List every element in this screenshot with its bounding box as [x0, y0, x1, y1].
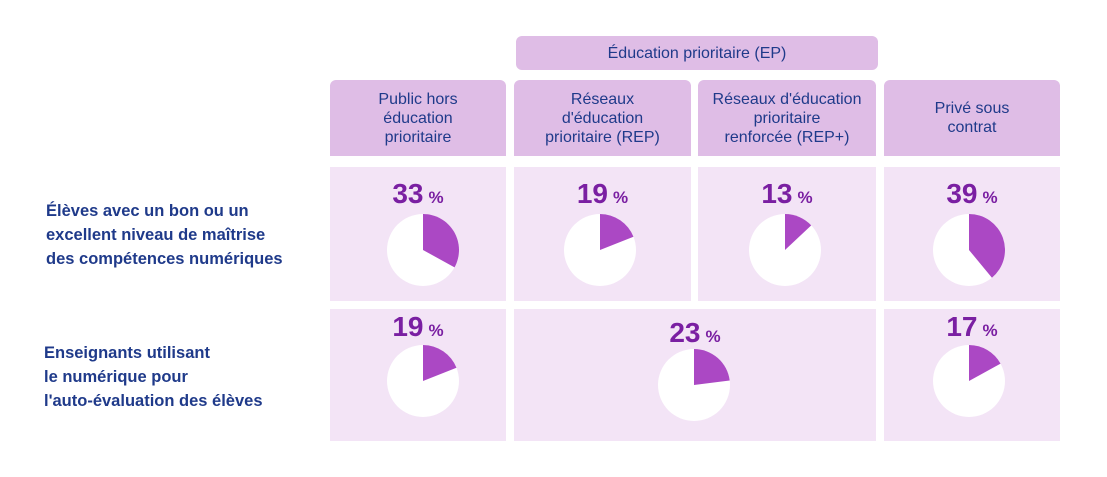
- group-header-education-prioritaire: Éducation prioritaire (EP): [516, 36, 878, 70]
- pie-slice: [969, 345, 1001, 381]
- row-label-eleves: Élèves avec un bon ou un excellent nivea…: [46, 202, 283, 268]
- cell-eleves-rep: 19%: [514, 167, 691, 301]
- cell-eleves-public: 33%: [330, 167, 506, 301]
- column-header-rep-plus: Réseaux d'éducation prioritaire renforcé…: [698, 80, 876, 156]
- cell-enseignants-public: 19%: [330, 309, 506, 441]
- pie-slice: [694, 349, 730, 385]
- column-header-rep: Réseaux d'éducation prioritaire (REP): [514, 80, 691, 156]
- value-label: 13%: [761, 178, 813, 209]
- column-header-public: Public hors éducation prioritaire: [330, 80, 506, 156]
- column-header-prive: Privé sous contrat: [884, 80, 1060, 156]
- value-label: 19%: [576, 178, 629, 209]
- pie-chart: [387, 214, 459, 286]
- cell-eleves-prive: 39%: [884, 167, 1060, 301]
- row-label-enseignants: Enseignants utilisant le numérique pour …: [44, 344, 263, 410]
- value-label: 33%: [392, 178, 444, 209]
- cell-enseignants-education-prioritaire: 23%: [514, 309, 876, 441]
- cell-enseignants-prive: 17%: [884, 309, 1060, 441]
- column-header-label: Public hors éducation prioritaire: [378, 90, 458, 146]
- value-label: 39%: [946, 178, 998, 209]
- pie-chart: [387, 345, 459, 417]
- pie-chart: [933, 214, 1005, 286]
- pie-slice: [785, 214, 812, 250]
- pie-chart: [749, 214, 821, 286]
- column-header-label: Privé sous contrat: [934, 100, 1010, 136]
- group-header-label: Éducation prioritaire (EP): [607, 44, 787, 62]
- cell-eleves-rep-plus: 13%: [698, 167, 876, 301]
- column-header-label: Réseaux d'éducation prioritaire renforcé…: [712, 90, 862, 146]
- pie-slice: [423, 214, 459, 268]
- column-header-label: Réseaux d'éducation prioritaire (REP): [545, 90, 660, 146]
- pie-chart: [564, 214, 636, 286]
- pie-chart: [933, 345, 1005, 417]
- value-label: 19%: [392, 311, 444, 342]
- value-label: 23%: [669, 317, 721, 348]
- pie-slice: [969, 214, 1005, 278]
- pie-slice: [423, 345, 457, 381]
- value-label: 17%: [946, 311, 998, 342]
- pie-chart: [658, 349, 730, 421]
- pie-slice: [600, 214, 634, 250]
